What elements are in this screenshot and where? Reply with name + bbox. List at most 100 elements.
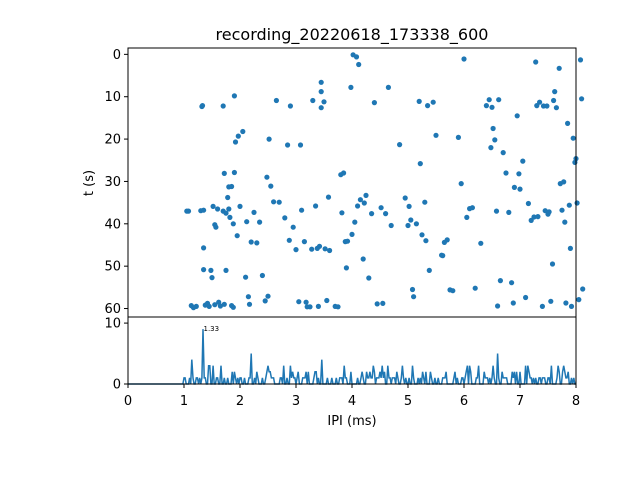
y-tick-label: 10 xyxy=(104,90,121,105)
scatter-point xyxy=(361,200,367,206)
scatter-point xyxy=(469,205,475,211)
scatter-points xyxy=(184,52,586,311)
scatter-point xyxy=(301,239,307,245)
scatter-point xyxy=(369,211,375,217)
scatter-point xyxy=(488,145,494,151)
scatter-point xyxy=(251,209,257,215)
scatter-point xyxy=(561,179,567,185)
scatter-point xyxy=(411,294,417,300)
scatter-point xyxy=(230,304,236,310)
scatter-point xyxy=(325,194,332,200)
scatter-point xyxy=(226,206,232,212)
scatter-point xyxy=(227,214,233,220)
scatter-point xyxy=(237,203,243,209)
scatter-point xyxy=(318,105,324,111)
scatter-point xyxy=(316,243,323,249)
scatter-point xyxy=(559,207,565,213)
scatter-point xyxy=(324,297,330,304)
scatter-point xyxy=(262,298,268,304)
scatter-point xyxy=(245,294,251,300)
scatter-y-label: t (s) xyxy=(82,170,97,196)
histogram-panel: 1.33 0 10 0 1 2 3 4 5 6 7 8 IPI (ms) xyxy=(104,316,580,429)
scatter-point xyxy=(531,214,537,220)
scatter-point xyxy=(287,103,293,109)
scatter-point xyxy=(297,142,304,148)
scatter-point xyxy=(380,300,386,306)
y-tick-label: 20 xyxy=(104,133,121,148)
scatter-point xyxy=(240,128,246,135)
scatter-point xyxy=(426,267,432,273)
scatter-point xyxy=(510,300,516,306)
scatter-point xyxy=(232,139,239,145)
scatter-point xyxy=(199,103,206,109)
scatter-point xyxy=(551,97,557,104)
peak-annotation: 1.33 xyxy=(204,325,220,333)
scatter-point xyxy=(497,278,503,284)
scatter-point xyxy=(353,54,360,60)
scatter-point xyxy=(419,232,425,238)
scatter-point xyxy=(450,288,456,294)
scatter-point xyxy=(344,238,351,244)
x-tick-label: 6 xyxy=(460,394,468,409)
scatter-point xyxy=(193,303,199,309)
scatter-point xyxy=(567,245,574,251)
scatter-point xyxy=(486,97,492,103)
y-tick-label: 0 xyxy=(113,48,121,63)
scatter-point xyxy=(548,298,554,304)
scatter-point xyxy=(472,285,478,291)
scatter-point xyxy=(425,103,431,109)
histogram-y-ticks: 0 10 xyxy=(104,317,128,393)
scatter-point xyxy=(276,199,282,205)
scatter-point xyxy=(349,231,355,237)
scatter-point xyxy=(552,89,558,95)
scatter-point xyxy=(307,304,313,310)
scatter-point xyxy=(509,280,515,286)
scatter-point xyxy=(221,301,227,307)
scatter-point xyxy=(363,192,369,198)
x-tick-label: 7 xyxy=(516,394,524,409)
scatter-point xyxy=(229,183,235,190)
scatter-point xyxy=(490,125,496,132)
scatter-point xyxy=(230,221,236,227)
scatter-point xyxy=(440,253,446,259)
scatter-point xyxy=(271,199,277,205)
x-tick-label: 0 xyxy=(124,394,132,409)
scatter-point xyxy=(210,203,216,209)
scatter-point xyxy=(248,239,254,245)
scatter-point xyxy=(406,203,412,209)
scatter-point xyxy=(413,221,419,227)
scatter-point xyxy=(265,293,271,299)
scatter-point xyxy=(244,219,250,225)
scatter-point xyxy=(556,65,562,71)
histogram-x-ticks: 0 1 2 3 4 5 6 7 8 xyxy=(124,384,580,409)
scatter-point xyxy=(408,217,414,223)
scatter-point xyxy=(523,294,529,301)
scatter-point xyxy=(208,267,214,273)
scatter-point xyxy=(246,301,253,307)
y-tick-label: 50 xyxy=(104,260,121,275)
scatter-point xyxy=(257,219,263,225)
scatter-point xyxy=(525,200,532,207)
scatter-point xyxy=(234,233,240,239)
scatter-point xyxy=(383,211,389,217)
y-tick-label: 30 xyxy=(104,175,121,190)
y-tick-label: 0 xyxy=(113,378,121,393)
scatter-point xyxy=(496,97,502,103)
scatter-point xyxy=(352,219,358,225)
scatter-point xyxy=(231,93,237,99)
scatter-point xyxy=(213,224,219,230)
scatter-point xyxy=(574,200,580,206)
scatter-point xyxy=(221,170,227,176)
scatter-point xyxy=(299,207,305,213)
scatter-point xyxy=(397,142,403,148)
scatter-point xyxy=(458,181,464,187)
scatter-point xyxy=(563,300,569,306)
scatter-point xyxy=(235,133,241,139)
scatter-point xyxy=(357,197,363,203)
scatter-point xyxy=(264,174,270,180)
y-tick-label: 40 xyxy=(104,217,121,232)
scatter-point xyxy=(378,205,384,211)
scatter-point xyxy=(360,256,366,262)
scatter-point xyxy=(268,183,274,189)
scatter-point xyxy=(430,99,436,105)
